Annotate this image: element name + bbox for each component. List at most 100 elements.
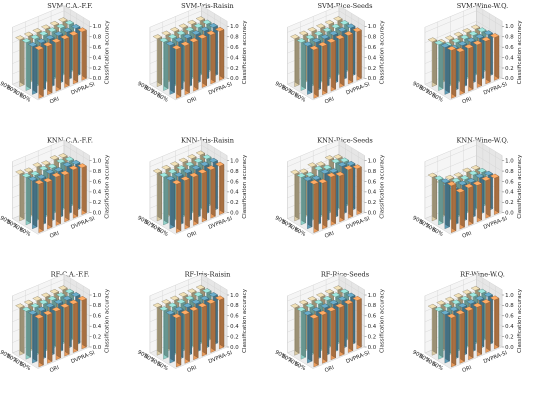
- bar-side-face: [460, 47, 465, 94]
- bar-side-face: [26, 172, 31, 224]
- bar-top-face: [316, 23, 326, 29]
- bar-top-face: [326, 306, 336, 312]
- bar: [352, 27, 362, 81]
- bar-top-face: [451, 38, 461, 44]
- bar: [51, 38, 61, 92]
- bar-top-face: [427, 172, 438, 178]
- z-tick-label: 0.0: [505, 345, 514, 351]
- bar-top-face: [462, 167, 472, 173]
- bar-top-face: [197, 302, 208, 308]
- y-tick-label: 70%: [149, 89, 162, 100]
- z-axis: 0.0 0.2 0.4 0.6 0.8 1.0 Classification accurac…: [502, 288, 523, 353]
- bar-top-face: [202, 288, 212, 294]
- bar-top-face: [71, 24, 81, 29]
- panel-title: KNN-Iris-Raisin: [181, 136, 235, 144]
- bar-top-face: [45, 303, 55, 308]
- z-axis: 0.0 0.2 0.4 0.6 0.8 1.0 Classification accurac…: [227, 288, 248, 353]
- x-tick-label: ORI: [324, 96, 336, 105]
- bar-side-face: [451, 45, 457, 97]
- z-tick-label: 1.0: [93, 24, 102, 30]
- bar: [28, 42, 38, 95]
- x-tick-label: ORI: [461, 96, 473, 105]
- y-tick-label: 90%: [274, 81, 287, 92]
- bar-top-face: [58, 285, 68, 291]
- bar-side-face: [322, 178, 328, 228]
- bar-top-face: [169, 27, 180, 32]
- bar-top-face: [60, 303, 70, 309]
- bar-top-face: [21, 173, 31, 178]
- bar-top-face: [197, 34, 208, 39]
- z-tick-label: 0.6: [368, 179, 377, 185]
- z-tick-label: 0.2: [505, 66, 514, 72]
- y-tick-label: 70%: [424, 89, 437, 100]
- bar-top-face: [442, 303, 453, 308]
- bar: [303, 176, 313, 230]
- bar-top-face: [307, 27, 317, 32]
- bar-side-face: [185, 41, 190, 94]
- bar-top-face: [32, 296, 42, 301]
- bar: [171, 179, 182, 233]
- bar-top-face: [326, 172, 336, 178]
- y-tick-label: 60%: [430, 361, 443, 372]
- z-axis: 0.0 0.2 0.4 0.6 0.8 1.0 Classification accurac…: [364, 288, 386, 353]
- bar-top-face: [47, 27, 57, 33]
- bar: [446, 181, 457, 233]
- bar-side-face: [357, 164, 362, 214]
- bar-top-face: [199, 295, 210, 301]
- bar-top-face: [343, 31, 354, 36]
- z-tick-label: 1.0: [368, 24, 377, 30]
- bar-side-face: [47, 310, 53, 362]
- z-tick-label: 0.6: [230, 314, 239, 320]
- z-tick-label: 0.8: [368, 169, 377, 175]
- z-tick-label: 0.8: [505, 35, 514, 41]
- bar-top-face: [333, 285, 343, 291]
- bar-top-face: [298, 299, 309, 305]
- z-tick-label: 0.2: [93, 200, 102, 206]
- panel-svm-wine-w-q-: SVM-Wine-W.Q. 0.0 0.2 0.4 0.6 0.8 1.0 Classific…: [411, 2, 523, 105]
- y-tick-label: 60%: [155, 93, 168, 104]
- y-axis: 60%70%80%90%: [411, 215, 444, 238]
- z-tick-label: 0.2: [230, 200, 239, 206]
- bar-top-face: [464, 183, 474, 189]
- bar-top-face: [339, 20, 349, 25]
- bar-side-face: [432, 303, 437, 354]
- y-tick-label: 90%: [411, 350, 424, 361]
- bar-top-face: [34, 179, 44, 185]
- bar: [189, 172, 199, 226]
- z-axis-label: Classification accuracy: [517, 288, 523, 353]
- bar: [296, 306, 306, 360]
- bar-side-face: [56, 38, 61, 90]
- z-tick-label: 0.4: [230, 190, 239, 196]
- bar: [165, 175, 175, 230]
- bar-top-face: [346, 23, 356, 29]
- z-tick-label: 0.2: [505, 200, 514, 206]
- z-tick-label: 0.8: [230, 35, 239, 41]
- bar-top-face: [444, 174, 455, 180]
- y-tick-label: 90%: [411, 81, 424, 92]
- bar-top-face: [468, 292, 478, 298]
- y-tick-label: 60%: [155, 361, 168, 372]
- bar-top-face: [49, 155, 59, 161]
- x-tick-label: ORI: [186, 230, 198, 239]
- bar-top-face: [178, 157, 188, 163]
- z-tick-label: 0.6: [505, 45, 514, 51]
- bar-top-face: [77, 296, 87, 301]
- bar-side-face: [460, 309, 465, 362]
- bar: [34, 45, 44, 99]
- bar-top-face: [45, 34, 55, 40]
- bar-top-face: [206, 165, 216, 171]
- bar-top-face: [34, 314, 44, 319]
- bar-side-face: [170, 310, 175, 362]
- bar-side-face: [340, 303, 345, 355]
- panel-title: KNN-Wine-W.Q.: [456, 136, 508, 144]
- z-tick-label: 0.4: [505, 324, 514, 330]
- bar: [309, 314, 319, 368]
- y-tick-label: 60%: [430, 93, 443, 104]
- y-tick-label: 60%: [18, 93, 31, 104]
- bar-top-face: [489, 33, 500, 38]
- bar-top-face: [331, 158, 341, 164]
- bar-top-face: [206, 299, 216, 304]
- bar-top-face: [335, 303, 345, 309]
- z-tick-label: 0.8: [93, 303, 102, 309]
- bar: [152, 302, 163, 356]
